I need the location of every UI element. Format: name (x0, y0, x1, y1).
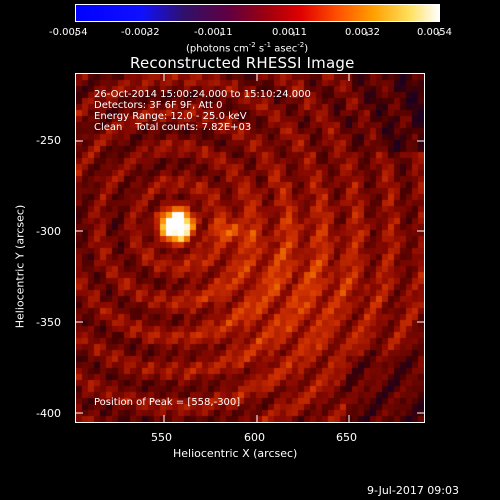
colorbar (75, 4, 440, 22)
y-tick-label: -250 (36, 134, 61, 147)
colorbar-gradient (76, 5, 439, 21)
x-tick-label: 550 (151, 431, 172, 444)
colorbar-units: (photons cm-2 s-1 asec-2) (186, 41, 309, 55)
y-axis-label: Heliocentric Y (arcsec) (13, 204, 27, 329)
rhessi-image (76, 74, 424, 422)
x-tick-label: 600 (244, 431, 265, 444)
annotation-time: 26-Oct-2014 15:00:24.000 to 15:10:24.000 (94, 89, 311, 100)
y-tick-label: -300 (36, 225, 61, 238)
colorbar-tick-label: -0.0054 (49, 27, 88, 38)
colorbar-tick-label: 0.0054 (417, 27, 452, 38)
colorbar-tick-label: 0.0011 (272, 27, 307, 38)
y-tick-label: -350 (36, 316, 61, 329)
colorbar-tick-marks (75, 22, 440, 36)
annotation-peak: Position of Peak = [558,-300] (94, 397, 241, 408)
y-tick-label: -400 (36, 407, 61, 420)
axis-ticks (75, 73, 425, 423)
x-tick-label: 650 (336, 431, 357, 444)
colorbar-tick-label: 0.0032 (345, 27, 380, 38)
x-axis-label: Heliocentric X (arcsec) (173, 447, 298, 460)
colorbar-tick-label: -0.0032 (121, 27, 160, 38)
colorbar-tick-label: -0.0011 (194, 27, 233, 38)
plot-title: Reconstructed RHESSI Image (130, 54, 355, 72)
annotation-detectors: Detectors: 3F 6F 9F, Att 0 (94, 100, 223, 111)
annotation-energy: Energy Range: 12.0 - 25.0 keV (94, 111, 247, 122)
image-panel: 26-Oct-2014 15:00:24.000 to 15:10:24.000… (75, 73, 425, 423)
annotation-method: Clean Total counts: 7.82E+03 (94, 122, 252, 133)
footer-date: 9-Jul-2017 09:03 (367, 484, 460, 497)
